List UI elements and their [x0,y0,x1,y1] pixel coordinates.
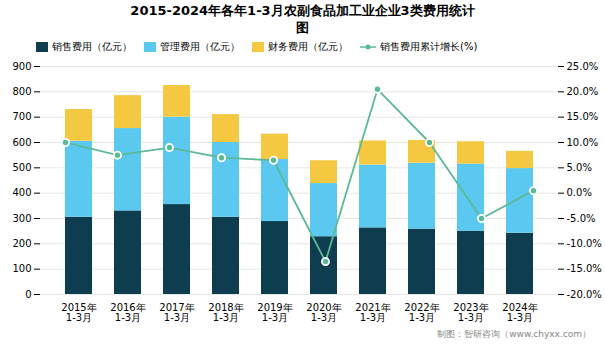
svg-text:10.0%: 10.0% [567,136,599,147]
html-text:销售费用累计增长(%): 销售费用累计增长(%) [380,40,478,52]
svg-text:2023年1-3月: 2023年1-3月 [453,301,488,322]
svg-text:0.0%: 0.0% [567,187,592,198]
svg-text:2016年1-3月: 2016年1-3月 [110,301,145,322]
svg-text:-15.0%: -15.0% [567,263,602,274]
svg-text:2019年1-3月: 2019年1-3月 [257,301,292,322]
svg-text:600: 600 [12,136,31,147]
svg-text:2017年1-3月: 2017年1-3月 [159,301,194,322]
svg-text:5.0%: 5.0% [567,162,592,173]
svg-text:2018年1-3月: 2018年1-3月 [208,301,243,322]
svg-text:400: 400 [12,187,31,198]
html-text:财务费用（亿元）: 财务费用（亿元） [268,40,348,52]
svg-text:20.0%: 20.0% [567,86,599,97]
svg-text:2022年1-3月: 2022年1-3月 [404,301,439,322]
svg-text:2020年1-3月: 2020年1-3月 [306,301,341,322]
svg-text:-20.0%: -20.0% [567,288,602,299]
svg-text:25.0%: 25.0% [567,60,599,71]
svg-text:200: 200 [12,238,31,249]
svg-text:800: 800 [12,86,31,97]
svg-text:-5.0%: -5.0% [567,212,596,223]
html-text:2015-2024年各年1-3月农副食品加工业企业3类费用统: 2015-2024年各年1-3月农副食品加工业企业3类费用统计 图 [130,3,475,35]
svg-text:2021年1-3月: 2021年1-3月 [355,301,390,322]
svg-text:2024年1-3月: 2024年1-3月 [502,301,537,322]
svg-text:700: 700 [12,111,31,122]
svg-text:-10.0%: -10.0% [567,238,602,249]
svg-text:900: 900 [12,60,31,71]
svg-text:15.0%: 15.0% [567,111,599,122]
html-text:销售费用（亿元）: 销售费用（亿元） [52,40,132,52]
svg-text:0: 0 [25,288,31,299]
svg-text:300: 300 [12,212,31,223]
html-text:制图：智研咨询（www.chyxx.com）: 制图：智研咨询（www.chyxx.com） [437,328,591,339]
svg-text:500: 500 [12,162,31,173]
svg-text:2015年1-3月: 2015年1-3月 [61,301,96,322]
svg-text:100: 100 [12,263,31,274]
html-text:管理费用（亿元）: 管理费用（亿元） [160,40,240,52]
